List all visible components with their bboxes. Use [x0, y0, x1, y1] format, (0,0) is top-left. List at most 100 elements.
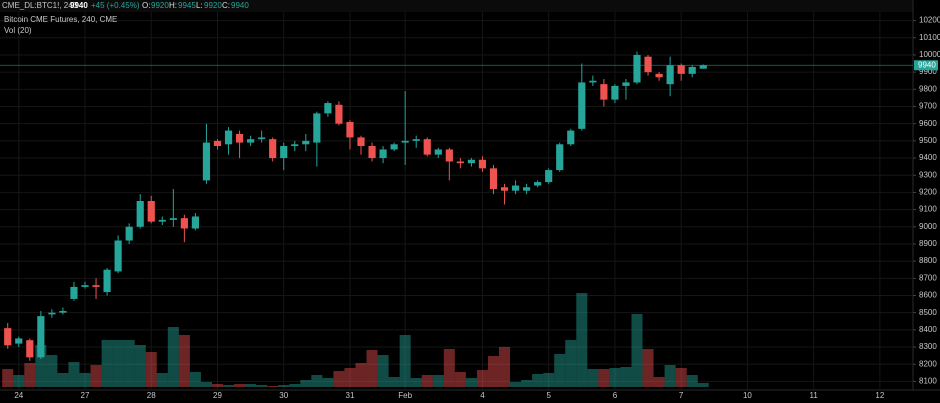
candle-body — [125, 226, 133, 241]
volume-bar — [178, 335, 190, 387]
y-tick-label: 9600 — [919, 119, 937, 128]
candle-body — [644, 56, 652, 73]
candle-body — [556, 144, 564, 171]
candle-body — [202, 142, 211, 181]
candle-body — [136, 201, 144, 227]
candle-body — [247, 139, 255, 143]
volume-bar — [79, 373, 91, 387]
y-tick-label: 9000 — [919, 222, 937, 231]
candle-body — [633, 54, 641, 83]
candle-body — [445, 149, 453, 162]
candle-body — [147, 201, 155, 222]
candle-body — [456, 161, 464, 164]
candle-body — [169, 218, 177, 220]
candle-body — [81, 285, 89, 287]
high-value: 9945 — [178, 1, 196, 10]
candle-body — [258, 137, 266, 140]
y-tick-label: 8900 — [919, 239, 937, 248]
candle-body — [611, 85, 619, 100]
x-tick-label: 7 — [679, 391, 684, 400]
volume-bar — [13, 375, 25, 387]
volume-bar — [145, 352, 157, 387]
x-tick-label: Feb — [398, 391, 412, 400]
x-tick-label: 29 — [213, 391, 222, 400]
x-tick-label: 24 — [14, 391, 23, 400]
candle-body — [158, 219, 166, 222]
candle-body — [545, 170, 553, 183]
close-label: C: — [222, 1, 230, 10]
volume-bar — [123, 340, 135, 387]
y-tick-label: 9100 — [919, 205, 937, 214]
y-tick-label: 8500 — [919, 308, 937, 317]
volume-bar — [35, 345, 47, 387]
y-tick-label: 9300 — [919, 170, 937, 179]
volume-bar — [653, 377, 665, 387]
y-tick-label: 9200 — [919, 188, 937, 197]
header-bar — [0, 0, 913, 12]
volume-bar — [697, 383, 709, 387]
candle-body — [423, 139, 431, 155]
y-tick-label: 9500 — [919, 136, 937, 145]
volume-bar — [454, 372, 466, 387]
y-tick-label: 9800 — [919, 84, 937, 93]
close-value: 9940 — [231, 1, 249, 10]
y-tick-label: 9400 — [919, 153, 937, 162]
y-tick-label: 10200 — [919, 16, 940, 25]
candle-body — [313, 113, 321, 143]
volume-bar — [256, 385, 268, 387]
volume-bar — [101, 340, 113, 387]
candle-body — [622, 82, 630, 86]
x-tick-label: 5 — [546, 391, 551, 400]
candle-body — [677, 65, 685, 74]
volume-bar — [2, 369, 14, 387]
candle-body — [302, 140, 310, 145]
candle-body — [357, 137, 365, 147]
volume-bar — [90, 365, 102, 387]
y-tick-label: 10000 — [919, 50, 940, 59]
y-tick-label: 8600 — [919, 291, 937, 300]
x-tick-label: 28 — [147, 391, 156, 400]
volume-bar — [278, 385, 290, 387]
volume-bar — [333, 371, 345, 387]
open-label: O: — [142, 1, 150, 10]
x-tick-label: 27 — [81, 391, 90, 400]
volume-bar — [300, 380, 312, 387]
volume-bar — [211, 384, 224, 387]
candle-body — [26, 340, 34, 358]
candle-body — [15, 338, 23, 344]
volume-bar — [443, 349, 455, 387]
volume-bar — [57, 373, 69, 387]
candle-body — [390, 144, 398, 150]
volume-bar — [487, 356, 500, 387]
candle-body — [92, 285, 100, 287]
volume-bar — [620, 367, 632, 387]
volume-bar — [223, 385, 235, 387]
candle-body — [4, 328, 12, 346]
y-tick-label: 8700 — [919, 273, 937, 282]
open-value: 9920 — [151, 1, 169, 10]
volume-bar — [189, 372, 201, 387]
candle-body — [59, 310, 67, 313]
y-tick-label: 8100 — [919, 377, 937, 386]
candle-body — [523, 187, 531, 191]
candle-body — [70, 286, 78, 299]
volume-bar — [554, 354, 566, 387]
volume-bar — [421, 375, 433, 387]
volume-bar — [664, 365, 676, 387]
volume-bar — [245, 384, 257, 387]
volume-bar — [167, 327, 179, 387]
volume-bar — [576, 293, 588, 387]
volume-bar — [344, 368, 356, 387]
candle-body — [224, 130, 233, 145]
candle-body — [269, 139, 277, 159]
volume-bar — [267, 386, 279, 387]
volume-bar — [543, 373, 555, 387]
y-tick-label: 8400 — [919, 325, 937, 334]
candle-body — [280, 146, 288, 159]
x-tick-label: 4 — [480, 391, 485, 400]
low-value: 9920 — [204, 1, 222, 10]
candle-body — [379, 149, 387, 159]
